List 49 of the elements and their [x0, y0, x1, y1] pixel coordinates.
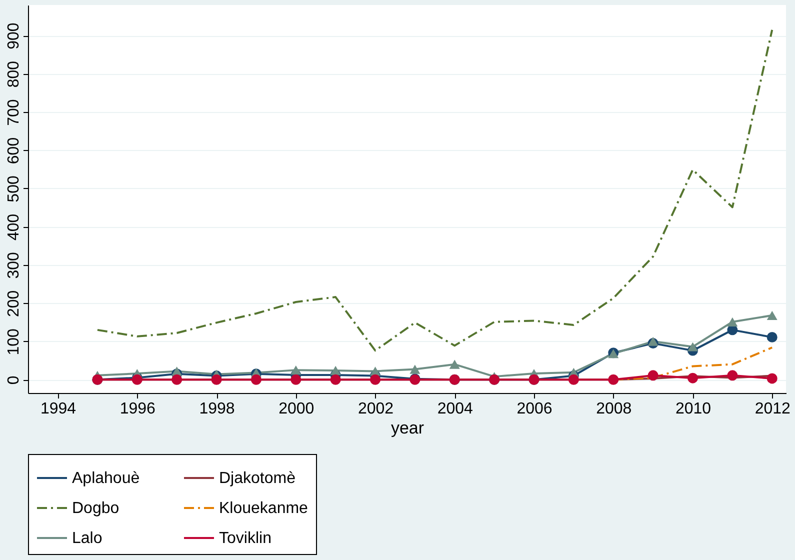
- legend-label: Klouekanme: [219, 500, 308, 517]
- x-tick-label: 2012: [754, 400, 791, 418]
- y-tick-label: 900: [6, 22, 22, 50]
- x-tick-label: 2000: [278, 400, 314, 418]
- y-tick-label: 300: [6, 252, 22, 279]
- point: [330, 366, 341, 375]
- point: [608, 374, 619, 385]
- point: [766, 310, 778, 320]
- point: [727, 370, 738, 381]
- x-tick-label: 1996: [120, 400, 156, 418]
- point: [766, 373, 778, 384]
- x-axis-title: year: [390, 418, 424, 438]
- y-tick-label: 700: [6, 99, 22, 126]
- x-tick-label: 2002: [358, 400, 394, 418]
- point: [568, 374, 579, 385]
- point: [648, 336, 658, 346]
- y-tick-label: 100: [6, 328, 22, 356]
- y-tick-label: 0: [6, 376, 22, 385]
- legend-label: Djakotomè: [219, 470, 296, 487]
- point: [330, 374, 341, 385]
- point: [687, 372, 698, 384]
- y-tick-label: 400: [6, 214, 22, 241]
- point: [290, 366, 302, 375]
- legend-label: Dogbo: [72, 500, 120, 517]
- x-tick-label: 2006: [516, 400, 552, 418]
- y-tick-label: 800: [6, 60, 22, 88]
- point: [290, 374, 302, 385]
- point: [449, 360, 460, 369]
- y-tick-label: 600: [6, 137, 22, 164]
- point: [410, 364, 420, 374]
- line-series: [96, 28, 774, 352]
- point: [172, 374, 182, 385]
- legend-label: Toviklin: [219, 530, 272, 547]
- x-tick-label: 2010: [675, 400, 712, 418]
- point: [727, 317, 738, 326]
- point: [250, 374, 262, 385]
- point: [370, 374, 380, 385]
- y-tick-label: 500: [6, 176, 22, 202]
- point: [687, 342, 698, 352]
- x-tick-label: 2008: [596, 400, 632, 418]
- x-tick-label: 2004: [437, 400, 474, 418]
- point: [766, 332, 778, 342]
- x-tick-label: 1994: [40, 400, 76, 418]
- x-tick-label: 1998: [199, 400, 235, 418]
- point: [211, 374, 222, 385]
- legend-label: Lalo: [72, 530, 102, 547]
- point: [648, 370, 658, 381]
- y-tick-label: 200: [6, 290, 22, 318]
- legend-label: Aplahouè: [72, 470, 140, 487]
